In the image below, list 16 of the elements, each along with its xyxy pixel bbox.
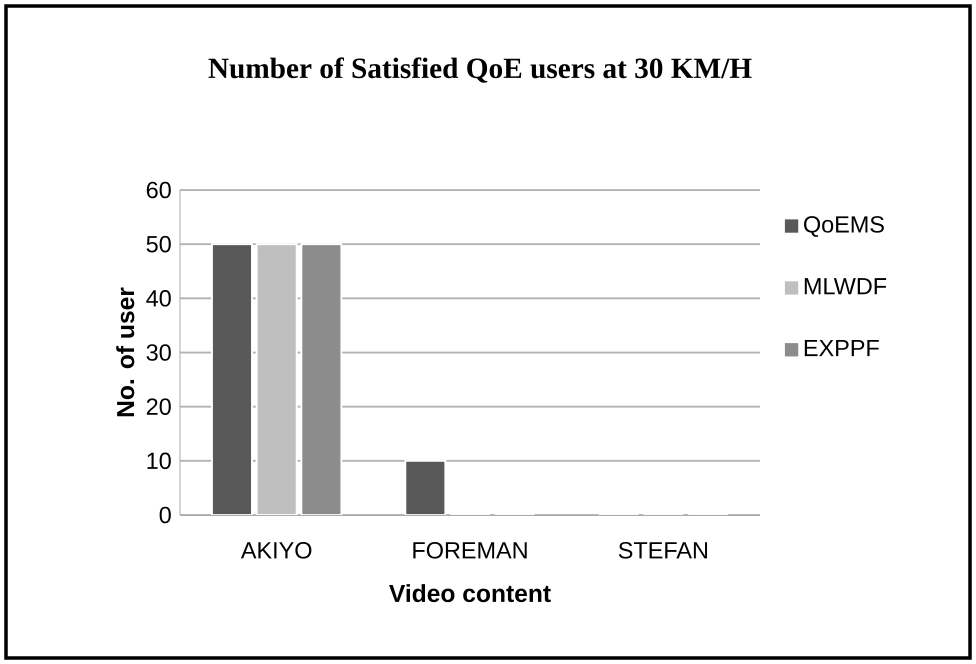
y-tick-label: 60	[146, 182, 171, 198]
legend-label: MLWDF	[804, 278, 886, 294]
x-axis-title: Video content	[389, 584, 551, 602]
y-tick-label: 30	[146, 344, 171, 361]
legend-label: EXPPF	[804, 340, 879, 356]
x-tick-label: FOREMAN	[413, 542, 527, 559]
x-tick-label: AKIYO	[240, 542, 312, 559]
y-tick-label: 40	[146, 290, 171, 307]
y-tick-label: 50	[146, 236, 171, 252]
y-tick-label: 20	[146, 398, 171, 415]
y-tick-label: 10	[147, 452, 171, 470]
chart-title: Number of Satisfied QoE users at 30 KM/H	[208, 57, 752, 83]
legend-label: QoEMS	[804, 216, 884, 237]
x-tick-label: STEFAN	[618, 542, 708, 559]
y-tick-label: 0	[160, 506, 171, 524]
y-axis-title: No. of user	[116, 288, 134, 416]
